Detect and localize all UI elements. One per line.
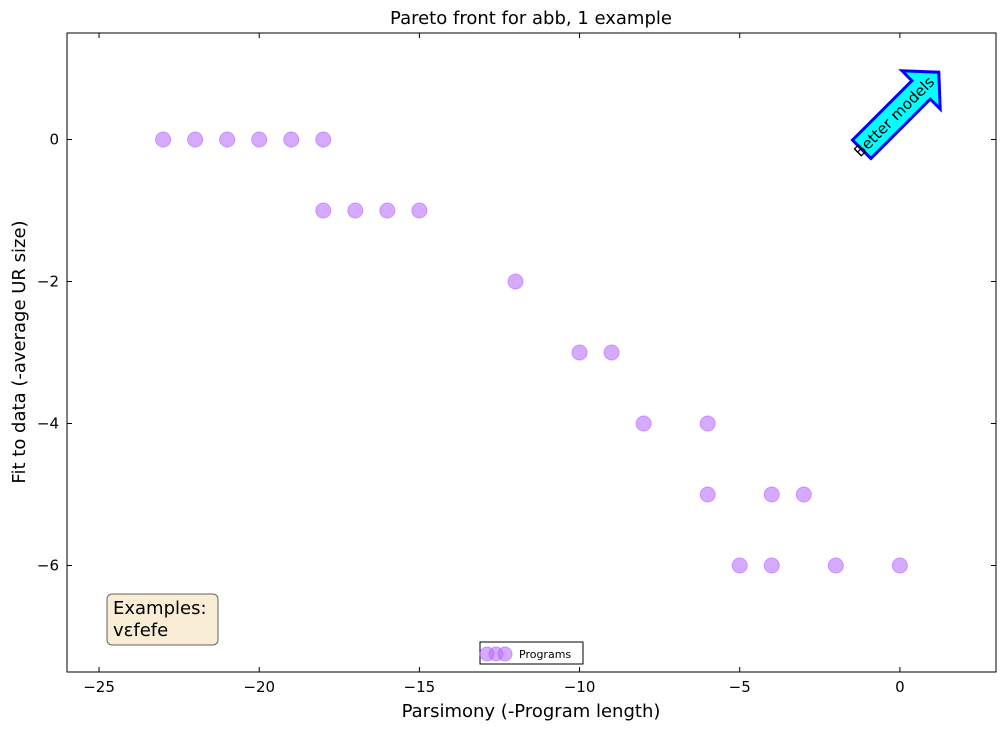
chart-title: Pareto front for abb, 1 example [390,8,672,29]
axes-frame [66,32,997,673]
data-point [795,486,812,503]
x-tick-label: 0 [895,678,905,696]
data-point [283,131,300,148]
data-point [699,415,716,432]
data-point [635,415,652,432]
data-point [251,131,268,148]
data-point [731,557,748,574]
data-point [699,486,716,503]
x-tick-label: −15 [404,678,436,696]
x-axis-label: Parsimony (-Program length) [402,701,661,722]
examples-box: Examples: vɛfefe [106,593,219,646]
y-tick-label: 0 [49,131,59,149]
legend-marker-dot [497,646,513,662]
legend-label: Programs [519,648,571,661]
data-point [603,344,620,361]
data-point [187,131,204,148]
data-point [827,557,844,574]
data-point [315,131,332,148]
y-axis-label: Fit to data (-average UR size) [9,220,30,483]
arrow-shape [850,69,942,161]
data-point [315,202,332,219]
y-tick-label: −6 [37,557,59,575]
data-point [379,202,396,219]
x-tick-label: −10 [564,678,596,696]
y-tick-label: −2 [37,273,59,291]
x-tick-label: −5 [729,678,751,696]
data-point [763,486,780,503]
plot-area: −25 −20 −15 −10 −5 0 0 −2 −4 −6 [37,32,997,696]
data-point [219,131,236,148]
legend: Programs [479,641,584,665]
data-point [155,131,172,148]
data-point [891,557,908,574]
arrow-label: Better models [850,73,938,161]
examples-box-background [106,593,219,646]
x-tick-label: −25 [83,678,115,696]
better-models-arrow: Better models [850,69,942,161]
examples-value: vɛfefe [113,620,168,641]
y-tick-label: −4 [37,415,59,433]
data-point [507,273,524,290]
data-point [763,557,780,574]
data-point [347,202,364,219]
examples-heading: Examples: [113,598,207,619]
x-tick-label: −20 [243,678,275,696]
data-point [411,202,428,219]
legend-marker [479,646,513,662]
data-point [571,344,588,361]
